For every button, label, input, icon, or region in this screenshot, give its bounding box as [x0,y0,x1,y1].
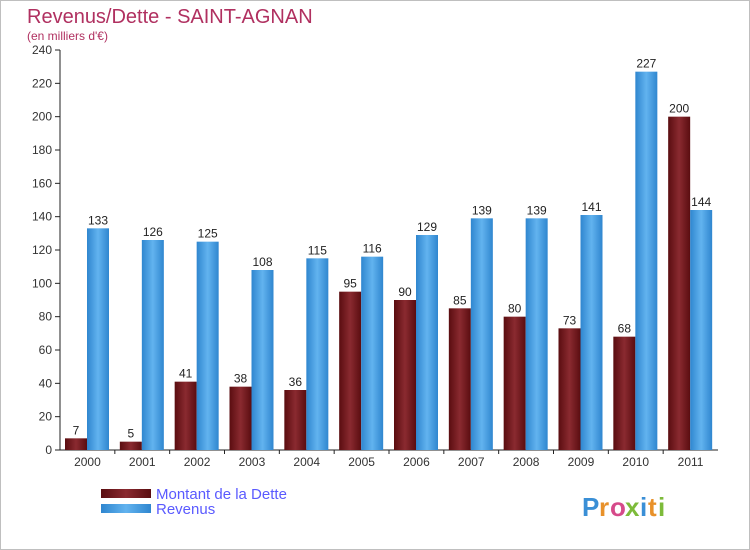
y-tick-label: 80 [39,310,53,324]
y-tick-label: 40 [39,376,53,390]
bar-revenus [141,240,164,450]
x-tick-label: 2009 [568,455,595,469]
data-label-revenus: 227 [636,57,656,71]
data-label-debt: 200 [669,102,689,116]
logo-letter: x [625,492,640,522]
data-label-revenus: 108 [252,255,272,269]
y-tick-label: 200 [32,110,52,124]
bar-debt [229,386,252,450]
logo-letter: i [640,492,647,522]
bar-debt [119,441,142,450]
y-tick-label: 20 [39,410,53,424]
data-label-revenus: 115 [308,243,327,257]
x-tick-label: 2006 [403,455,430,469]
x-tick-label: 2002 [184,455,211,469]
data-label-revenus: 139 [472,203,492,217]
bar-debt [448,308,471,450]
y-tick-label: 240 [32,43,52,57]
x-tick-label: 2008 [513,455,540,469]
bar-revenus [470,218,493,450]
data-label-debt: 38 [234,372,248,386]
legend-swatch-revenus [101,504,151,513]
data-label-revenus: 144 [691,195,711,209]
bars [65,71,713,451]
y-tick-label: 0 [45,443,52,457]
bar-revenus [87,228,109,450]
data-label-debt: 41 [179,367,193,381]
data-labels: 7 133 5 126 41 125 38 108 36 115 95 116 90 129 85 139 80… [73,57,712,441]
y-tick-label: 160 [32,176,52,190]
data-label-debt: 5 [127,427,134,441]
data-label-revenus: 116 [363,242,382,256]
legend-swatch-debt [101,489,151,498]
data-label-debt: 80 [508,302,522,316]
x-tick-label: 2001 [129,455,156,469]
chart-title: Revenus/Dette - SAINT-AGNAN [27,6,313,28]
data-label-revenus: 125 [198,227,218,241]
data-label-debt: 7 [73,423,80,437]
data-label-debt: 95 [343,277,357,291]
bar-revenus [361,256,384,450]
data-label-revenus: 129 [417,220,437,234]
x-tick-label: 2003 [239,455,266,469]
bar-debt [339,291,362,450]
y-tick-label: 220 [32,76,52,90]
bar-debt [174,381,197,450]
logo-letter: i [658,492,665,522]
legend: Montant de la Dette Revenus [101,486,287,518]
x-tick-label: 2011 [678,455,704,469]
bar-revenus [251,270,274,450]
data-label-revenus: 139 [527,203,547,217]
y-tick-label: 120 [32,243,52,257]
bar-revenus [690,210,713,450]
bar-revenus [416,235,438,450]
data-label-revenus: 126 [143,225,163,239]
bar-debt [558,328,581,450]
y-tick-label: 180 [32,143,52,157]
axes: 0 20 40 60 80 100 120 140 160 180 200 220 240 2000 200… [32,43,718,469]
bar-debt [394,300,416,450]
data-label-debt: 36 [289,375,303,389]
bar-debt [284,390,307,450]
logo-letter: r [599,492,609,522]
data-label-debt: 68 [618,322,632,336]
chart-subtitle: (en milliers d'€) [27,29,108,43]
bar-debt [613,336,636,450]
x-tick-label: 2010 [622,455,649,469]
x-tick-label: 2005 [348,455,375,469]
logo-letter: t [648,492,657,522]
bar-debt [668,116,691,451]
y-tick-label: 100 [32,276,52,290]
legend-label-debt: Montant de la Dette [156,486,287,503]
bar-revenus [306,258,329,450]
x-tick-label: 2004 [293,455,320,469]
x-tick-label: 2000 [74,455,101,469]
data-label-debt: 73 [563,313,577,327]
legend-label-revenus: Revenus [156,501,215,518]
x-tick-label: 2007 [458,455,485,469]
data-label-revenus: 133 [88,213,108,227]
bar-revenus [635,71,658,451]
y-tick-label: 60 [39,343,53,357]
bar-debt [503,316,526,450]
data-label-debt: 85 [453,293,467,307]
y-tick-label: 140 [32,210,52,224]
bar-revenus [580,215,603,450]
logo-letter: P [582,492,599,522]
bar-revenus [196,241,219,450]
bar-debt [65,438,87,450]
data-label-revenus: 141 [581,200,601,214]
bar-revenus [525,218,548,450]
logo-letter: o [610,492,626,522]
data-label-debt: 90 [398,285,412,299]
